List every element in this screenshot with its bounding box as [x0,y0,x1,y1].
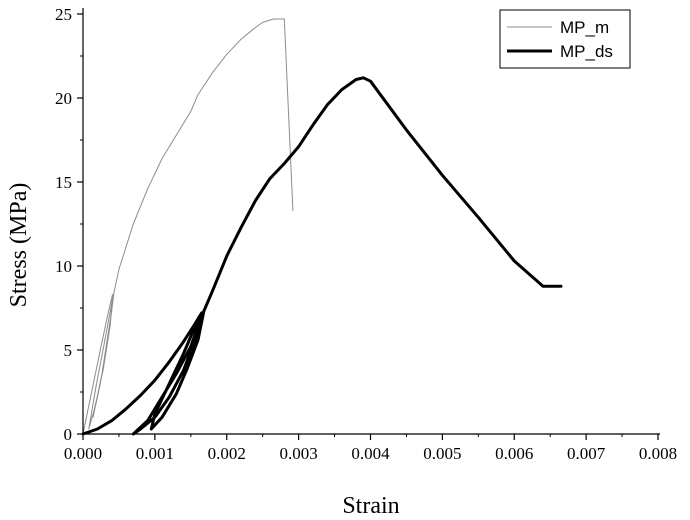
y-tick-label: 10 [55,257,72,276]
x-tick-label: 0.000 [64,444,102,463]
legend: MP_m MP_ds [499,9,631,69]
x-tick-label: 0.003 [280,444,318,463]
x-tick-label: 0.007 [567,444,606,463]
x-tick-label: 0.005 [423,444,461,463]
x-tick-label: 0.008 [639,444,677,463]
y-tick-label: 5 [64,341,73,360]
legend-label-mp-ds: MP_ds [560,42,613,61]
legend-label-mp-m: MP_m [560,18,609,37]
series-line-mp-ds [81,76,563,436]
plot-lines [81,18,563,436]
tick-labels: 0.000 0.001 0.002 0.003 0.004 0.005 0.006 0.007… [55,5,677,463]
tick-marks [77,13,659,440]
x-tick-label: 0.001 [136,444,174,463]
y-tick-label: 25 [55,5,72,24]
series-line-mp-m [82,18,294,435]
legend-box [499,9,631,69]
x-tick-label: 0.006 [495,444,533,463]
x-axis-label: Strain [342,493,399,519]
y-tick-label: 20 [55,89,72,108]
x-tick-label: 0.004 [351,444,390,463]
y-tick-label: 0 [64,425,73,444]
axes [82,8,660,435]
x-tick-label: 0.002 [208,444,246,463]
y-tick-label: 15 [55,173,72,192]
y-axis-label: Stress (MPa) [6,183,32,308]
